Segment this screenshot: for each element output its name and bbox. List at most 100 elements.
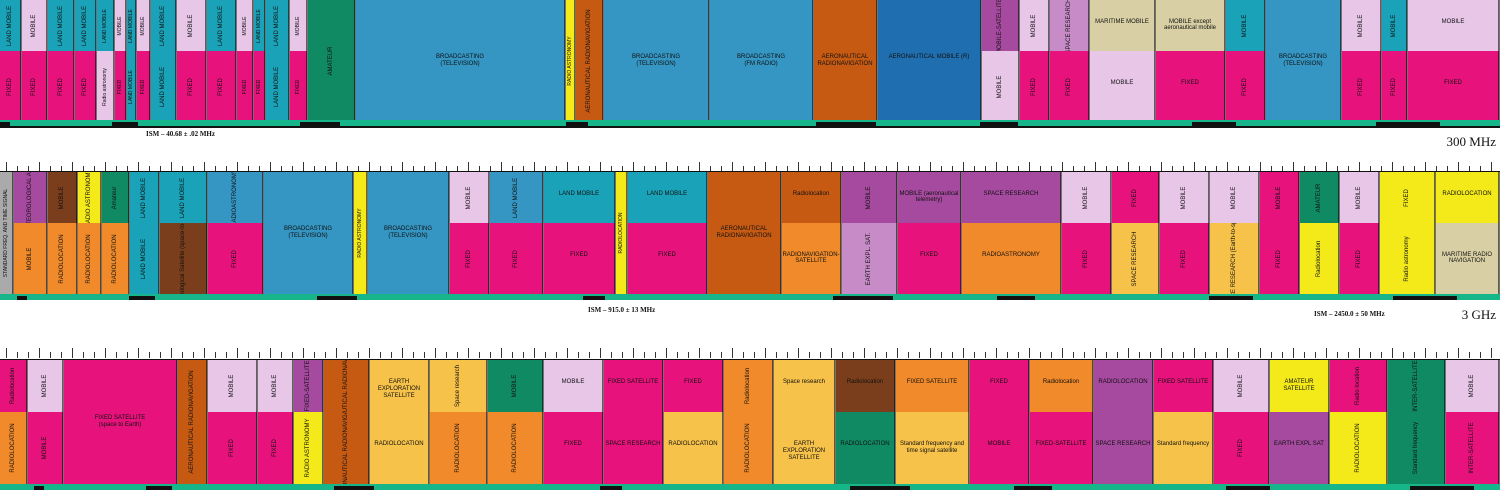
allocation-label: BROADCASTING (TELEVISION) <box>383 226 432 239</box>
frequency-tick <box>237 348 238 358</box>
frequency-tick <box>1392 162 1393 172</box>
frequency-tick <box>369 348 370 358</box>
allocation-segment: RADIOLOCATION <box>1330 412 1387 484</box>
frequency-tick <box>94 352 95 358</box>
allocation-label: AERONAUTICAL RADIONAVIGATION <box>189 370 195 474</box>
allocation-segment: AERONAUTICAL RADIONAVIGATION <box>814 0 877 122</box>
allocation-label: METEOROLOGICAL AIDS <box>27 172 33 223</box>
frequency-tick <box>1425 162 1426 172</box>
frequency-tick <box>193 352 194 358</box>
allocation-block: AMATEUR Radiolocation <box>1300 172 1340 294</box>
allocation-block: Radiolocation RADIOLOCATION <box>0 360 28 484</box>
frequency-tick <box>864 348 865 358</box>
frequency-tick <box>853 166 854 172</box>
frequency-tick <box>215 166 216 172</box>
allocation-label: Standard frequency and time signal satel… <box>899 441 965 454</box>
frequency-tick <box>446 352 447 358</box>
allocation-label: MOBILE <box>1242 14 1248 37</box>
allocation-label: AERONAUTICAL RADIONAVIGATION <box>343 360 349 412</box>
frequency-tick <box>787 166 788 172</box>
allocation-block: BROADCASTING (TELEVISION) <box>1266 0 1342 122</box>
allocation-label: FIXED <box>229 439 235 457</box>
allocation-label: Radiolocation <box>1042 379 1080 385</box>
allocation-segment: MOBILE (aeronautical telemetry) <box>898 172 961 223</box>
allocation-label: SPACE RESEARCH <box>605 441 661 447</box>
frequency-tick <box>1491 162 1492 172</box>
allocation-label: RADIOLOCATION <box>668 441 718 447</box>
allocation-label: LAND MOBILE <box>274 5 280 46</box>
frequency-tick <box>1106 352 1107 358</box>
frequency-tick <box>996 348 997 358</box>
frequency-tick <box>644 352 645 358</box>
frequency-tick <box>699 348 700 358</box>
allocation-label: FIXED <box>564 441 582 447</box>
allocation-label: LAND MOBILE <box>218 5 224 46</box>
allocation-segment: Radio location <box>1330 360 1387 412</box>
allocation-block: BROADCASTING (TELEVISION) <box>604 0 710 122</box>
frequency-tick <box>864 162 865 172</box>
frequency-tick <box>1040 166 1041 172</box>
allocation-segment: RADIOLOCATION <box>664 412 723 484</box>
frequency-tick <box>1128 348 1129 358</box>
allocation-segment: FIXED SATELLITE <box>1154 360 1213 412</box>
frequency-tick <box>567 162 568 172</box>
frequency-tick <box>380 166 381 172</box>
allocation-segment: FIXED <box>544 412 603 484</box>
allocation-block: BROADCASTING (TELEVISION) <box>264 172 354 294</box>
allocation-label: FIXED <box>1404 188 1410 207</box>
allocation-label: FIXED <box>1242 77 1248 96</box>
allocation-label: LAND MOBILE <box>7 5 13 46</box>
allocation-label: EARTH EXPLORATION SATELLITE <box>782 441 826 461</box>
allocation-segment: LAND MOBILE <box>266 0 289 51</box>
allocation-label: FIXED <box>57 77 64 96</box>
allocation-label: MOBILE <box>997 75 1003 98</box>
allocation-label: MOBILE <box>1110 79 1134 86</box>
allocation-block: Radiolocation RADIONAVIGATION-SATELLITE <box>782 172 842 294</box>
frequency-tick <box>831 348 832 358</box>
allocation-label: MOBILE <box>1356 186 1362 209</box>
frequency-tick <box>490 166 491 172</box>
allocation-label: FIXED <box>232 249 238 268</box>
allocation-label: RADIOLOCATION <box>618 212 624 254</box>
frequency-tick <box>457 166 458 172</box>
allocation-label: MOBILE <box>272 374 278 398</box>
allocation-label: FIXED <box>1066 77 1072 96</box>
frequency-tick <box>336 162 337 172</box>
allocation-segment: RADIOLOCATION <box>836 412 895 484</box>
allocation-label: RADIO ASTRONOMY <box>357 208 363 258</box>
frequency-tick <box>732 348 733 358</box>
allocation-label: LAND MOBILE <box>57 5 64 46</box>
frequency-tick <box>600 348 601 358</box>
frequency-tick <box>1150 166 1151 172</box>
frequency-tick <box>1436 352 1437 358</box>
frequency-tick <box>1260 162 1261 172</box>
strip-marker <box>1209 296 1253 300</box>
frequency-tick <box>754 166 755 172</box>
allocation-segment: MOBILE <box>28 412 63 484</box>
allocation-segment: RADIOASTRONOMY <box>962 223 1061 294</box>
allocation-label: MOBILE <box>42 374 48 398</box>
frequency-tick <box>776 352 777 358</box>
allocation-label: MARITIME RADIO NAVIGATION <box>1441 251 1492 265</box>
allocation-block: LAND MOBILE LAND MOBILE <box>151 0 177 122</box>
allocation-label: FIXED <box>218 77 224 96</box>
allocation-segment: SPACE RESEARCH <box>1050 0 1089 51</box>
allocation-label: Standard frequency <box>1156 441 1210 447</box>
allocation-segment: FIXED <box>237 51 253 122</box>
allocation-segment: FIXED <box>75 51 96 122</box>
allocation-segment: FIXED <box>1050 51 1089 122</box>
frequency-tick <box>1106 166 1107 172</box>
allocation-label: STANDARD FREQ. AND TIME SIGNAL <box>3 188 9 278</box>
frequency-tick <box>710 352 711 358</box>
allocation-block: MOBILE FIXED <box>208 360 258 484</box>
allocation-block: LAND MOBILE Radio astronomy <box>97 0 115 122</box>
frequency-tick <box>39 162 40 172</box>
allocation-block: LAND MOBILE LAND MOBILE <box>130 172 160 294</box>
allocation-label: FIXED SATELLITE <box>1157 379 1209 385</box>
allocation-label: MOBILE <box>512 374 518 398</box>
allocation-segment: MOBILE <box>258 360 293 412</box>
frequency-tick <box>424 166 425 172</box>
frequency-tick <box>1425 348 1426 358</box>
frequency-tick <box>204 348 205 358</box>
frequency-tick <box>1282 352 1283 358</box>
